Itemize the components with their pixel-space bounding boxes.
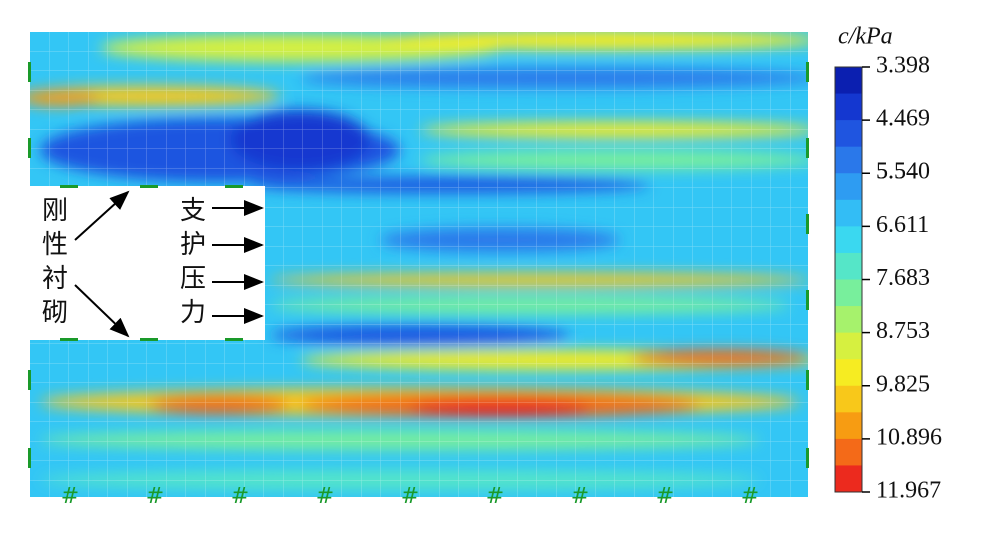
marker: # [231,484,249,509]
marker [60,185,78,188]
colorbar-tick-label: 3.398 [876,53,930,79]
contour-field [30,32,808,497]
marker: # [486,484,504,509]
marker [806,138,809,158]
marker: # [741,484,759,509]
colorbar-segment [835,199,862,227]
annotation: 刚性衬砌 [38,196,68,332]
colorbar-tick-label: 6.611 [876,212,929,238]
marker [225,338,243,341]
marker [806,62,809,82]
colorbar-segment [835,120,862,148]
colorbar-tick-label: 7.683 [876,265,930,291]
colorbar-tick-label: 4.469 [876,106,930,132]
marker: # [571,484,589,509]
marker [28,448,31,468]
marker [806,290,809,310]
marker: # [146,484,164,509]
colorbar-segment [835,67,862,95]
colorbar-segment [835,465,862,493]
marker [806,214,809,234]
colorbar-segment [835,279,862,307]
marker [28,138,31,158]
marker: # [401,484,419,509]
colorbar-tick-label: 5.54 [876,159,918,185]
sensor-marks: # # # # # # # # # [28,62,809,509]
marker [225,185,243,188]
colorbar-tick-label: 10.896 [876,424,942,450]
colorbar-tick-label: 9.825 [876,371,930,397]
marker [28,370,31,390]
colorbar-segment [835,252,862,280]
lining-box: 刚性衬砌 支护压力 [30,186,265,340]
colorbar-tick-label: 5.540 [876,159,930,185]
colorbar-segment [835,332,862,360]
marker [60,338,78,341]
marker: # [656,484,674,509]
colorbar-segment [835,306,862,334]
marker [140,338,158,341]
colorbar-tick-label: 11.967 [876,478,941,504]
marker [806,448,809,468]
annotation: 支护压力 [176,196,206,332]
marker [28,62,31,82]
colorbar-tick-label: 8.753 [876,318,930,344]
colorbar-title: c/kPa [838,24,893,50]
colorbar-segment [835,173,862,201]
marker: # [316,484,334,509]
colorbar-segment [835,438,862,466]
colorbar-segment [835,226,862,254]
marker [140,185,158,188]
colorbar-segment [835,385,862,413]
marker: # [61,484,79,509]
colorbar-segment [835,93,862,121]
colorbar-segment [835,359,862,387]
marker [806,370,809,390]
colorbar-segment [835,146,862,174]
colorbar-segment [835,412,862,440]
